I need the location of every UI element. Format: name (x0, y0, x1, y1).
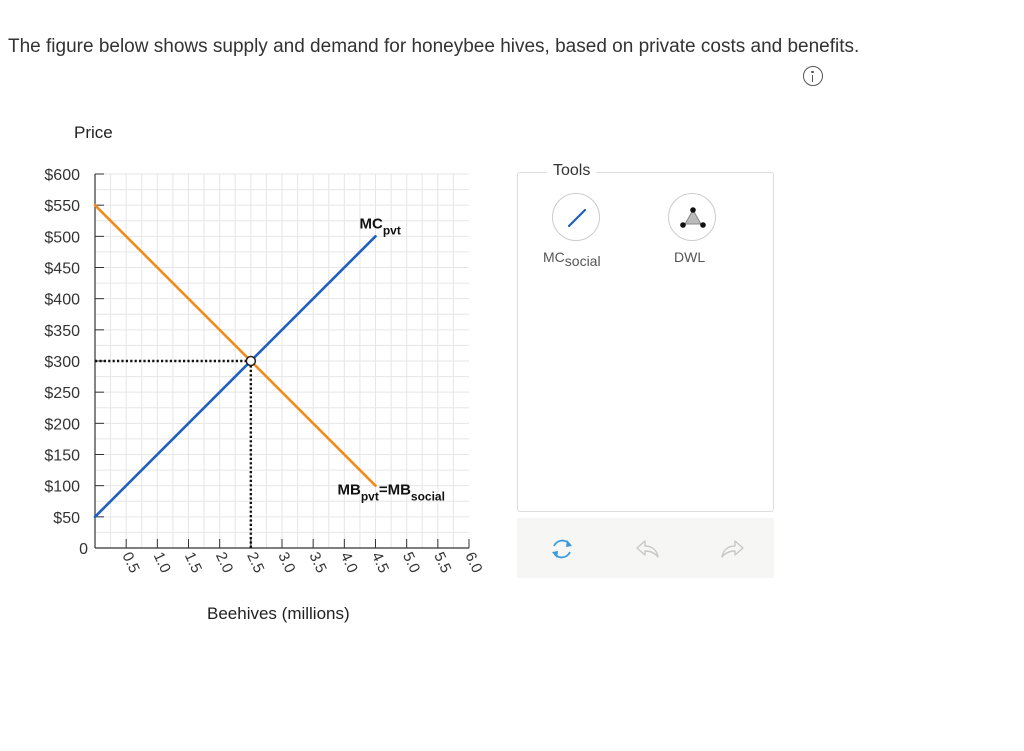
x-tick-label: 3.5 (306, 550, 330, 576)
x-tick-label: 3.0 (274, 550, 298, 576)
x-tick-label: 5.5 (430, 550, 454, 576)
x-tick-label: 6.0 (461, 550, 485, 576)
x-tick-label: 1.5 (181, 550, 205, 576)
mc-social-tool-label: MCsocial (543, 249, 601, 269)
y-tick-label: $400 (44, 292, 80, 309)
mc-social-tool-button[interactable] (552, 193, 600, 241)
line-tool-icon (567, 208, 587, 228)
x-tick-label: 5.0 (399, 550, 423, 576)
x-tick-label: 4.0 (337, 550, 361, 576)
y-tick-label: $550 (44, 198, 80, 215)
y-tick-label: $250 (44, 385, 80, 402)
mc-pvt-line[interactable] (93, 235, 377, 519)
mb-pvt-line[interactable] (93, 203, 377, 487)
y-tick-label: $350 (44, 323, 80, 340)
dwl-tool-label: DWL (674, 249, 706, 265)
undo-icon[interactable] (634, 536, 660, 562)
y-tick-label: $100 (44, 479, 80, 496)
y-tick-label: $500 (44, 229, 80, 246)
dwl-tool-button[interactable] (668, 193, 716, 241)
y-tick-label: $150 (44, 448, 80, 465)
info-circle-icon[interactable] (803, 66, 823, 86)
mb-pvt-mb-social-label: MBpvt=MBsocial (338, 482, 445, 504)
y-axis-label: Price (74, 123, 113, 142)
y-tick-label: $600 (44, 167, 80, 184)
origin-label: 0 (79, 541, 88, 558)
y-tick-label: $200 (44, 416, 80, 433)
tools-title: Tools (547, 162, 597, 180)
triangle-area-icon (680, 207, 706, 228)
x-axis-label: Beehives (millions) (207, 604, 350, 623)
x-tick-label: 2.0 (212, 550, 236, 576)
prompt-text: The figure below shows supply and demand… (8, 36, 860, 57)
y-tick-label: $450 (44, 261, 80, 278)
x-tick-label: 2.5 (243, 550, 267, 576)
equilibrium-point[interactable] (245, 355, 257, 367)
mc-pvt-label: MCpvt (360, 215, 401, 237)
redo-icon[interactable] (720, 536, 746, 562)
reset-icon[interactable] (549, 536, 575, 562)
x-tick-label: 1.0 (150, 550, 174, 576)
action-bar (517, 518, 774, 578)
y-tick-label: $300 (44, 354, 80, 371)
y-tick-label: $50 (53, 510, 80, 527)
x-tick-label: 4.5 (368, 550, 392, 576)
x-tick-label: 0.5 (119, 550, 143, 576)
